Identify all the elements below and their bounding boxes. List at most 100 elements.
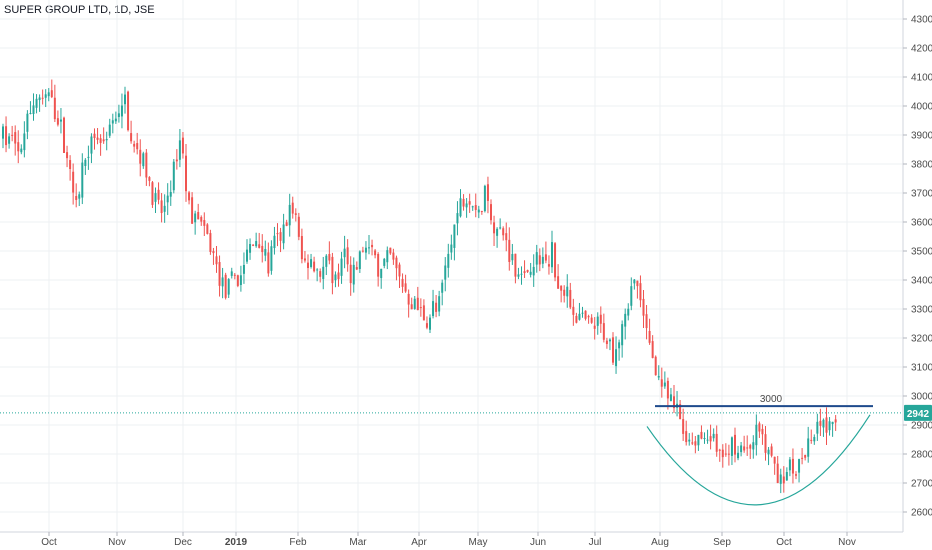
candle-body <box>700 431 703 439</box>
candle-body <box>172 161 175 191</box>
candle-up <box>712 428 715 442</box>
candle-body <box>35 98 38 108</box>
candle-down <box>575 312 578 324</box>
candle-body <box>471 206 474 208</box>
candle-body <box>633 279 636 284</box>
candle-up <box>788 456 791 477</box>
candle-down <box>224 272 227 300</box>
candle-body <box>90 136 93 154</box>
candle-up <box>450 234 453 260</box>
candle-body <box>78 194 81 199</box>
candle-body <box>810 439 813 441</box>
candle-down <box>346 239 349 272</box>
candle-down <box>294 208 297 222</box>
candle-body <box>358 251 361 269</box>
y-tick-label: 2800 <box>911 450 932 461</box>
candle-body <box>505 233 508 241</box>
candle-body <box>679 404 682 420</box>
candle-down <box>569 282 572 310</box>
candle-up <box>117 104 120 123</box>
candle-down <box>136 132 139 155</box>
candle-up <box>32 93 35 121</box>
candle-body <box>218 262 221 286</box>
candle-body <box>685 431 688 443</box>
candle-down <box>66 145 69 168</box>
candle-body <box>615 349 618 367</box>
candle-body <box>551 242 553 268</box>
candle-up <box>288 193 291 237</box>
candle-down <box>285 219 288 227</box>
candle-body <box>355 267 358 270</box>
candle-up <box>264 240 267 262</box>
candle-body <box>740 445 743 453</box>
candle-body <box>191 197 194 224</box>
candle-down <box>493 215 496 246</box>
candle-up <box>386 246 389 270</box>
candle-down <box>148 176 151 187</box>
candle-down <box>526 269 529 273</box>
candle-down <box>538 248 541 272</box>
candle-up <box>255 232 258 248</box>
candle-down <box>203 212 206 237</box>
candle-down <box>544 241 547 264</box>
candle-down <box>666 377 669 410</box>
candle-down <box>660 367 663 398</box>
candle-down <box>371 239 374 256</box>
candle-body <box>715 433 718 452</box>
candle-down <box>425 316 428 330</box>
candle-down <box>422 299 425 321</box>
time-axis[interactable]: Oct Nov Dec 2019 Feb Mar Apr May Jun Jul Aug Sep Oct… <box>41 532 856 548</box>
candle-body <box>319 271 322 277</box>
candle-up <box>81 153 84 205</box>
candle-body <box>590 317 593 323</box>
candle-body <box>346 247 349 265</box>
candle-down <box>685 420 688 446</box>
candle-down <box>11 125 14 142</box>
candle-down <box>773 456 776 475</box>
candle-body <box>209 233 212 252</box>
candle-up <box>471 205 474 211</box>
candle-body <box>718 449 721 451</box>
candle-down <box>651 335 654 359</box>
cup-arc[interactable] <box>646 414 871 506</box>
candle-body <box>761 428 764 435</box>
candle-body <box>480 210 483 212</box>
candle-up <box>26 110 29 140</box>
candle-body <box>486 184 489 201</box>
candle-up <box>172 159 175 194</box>
price-axis[interactable]: 2600 2700 2800 2900 3000 3100 3200 3300 3400 3500… <box>903 15 932 519</box>
candle-body <box>145 152 148 178</box>
candle-body <box>398 264 401 277</box>
candle-down <box>303 250 306 263</box>
candle-body <box>81 162 84 198</box>
candle-body <box>148 177 151 181</box>
candle-body <box>416 297 419 311</box>
candle-body <box>575 315 578 323</box>
candle-body <box>96 137 99 140</box>
candle-down <box>151 181 154 208</box>
candle-body <box>322 266 325 279</box>
candle-body <box>233 274 236 276</box>
candle-down <box>279 227 282 253</box>
candle-up <box>621 320 624 358</box>
candle-body <box>154 193 157 202</box>
candle-body <box>730 437 733 456</box>
candle-body <box>770 446 773 456</box>
candle-body <box>468 201 471 205</box>
candle-down <box>410 297 413 310</box>
candle-body <box>56 118 59 125</box>
candles <box>2 79 837 494</box>
candle-body <box>703 438 706 440</box>
candle-down <box>694 436 697 454</box>
candle-up <box>340 251 343 284</box>
candle-up <box>413 295 416 310</box>
candle-body <box>53 97 56 120</box>
candle-body <box>371 244 374 248</box>
candle-body <box>215 256 218 265</box>
candle-up <box>154 187 157 213</box>
candle-up <box>706 429 709 444</box>
candle-body <box>343 248 346 258</box>
candle-down <box>724 443 727 457</box>
candle-up <box>737 445 740 461</box>
